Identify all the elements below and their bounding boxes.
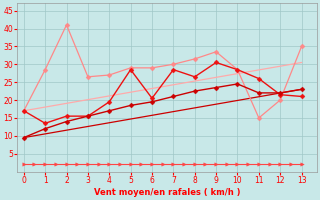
X-axis label: Vent moyen/en rafales ( km/h ): Vent moyen/en rafales ( km/h ) [94, 188, 240, 197]
